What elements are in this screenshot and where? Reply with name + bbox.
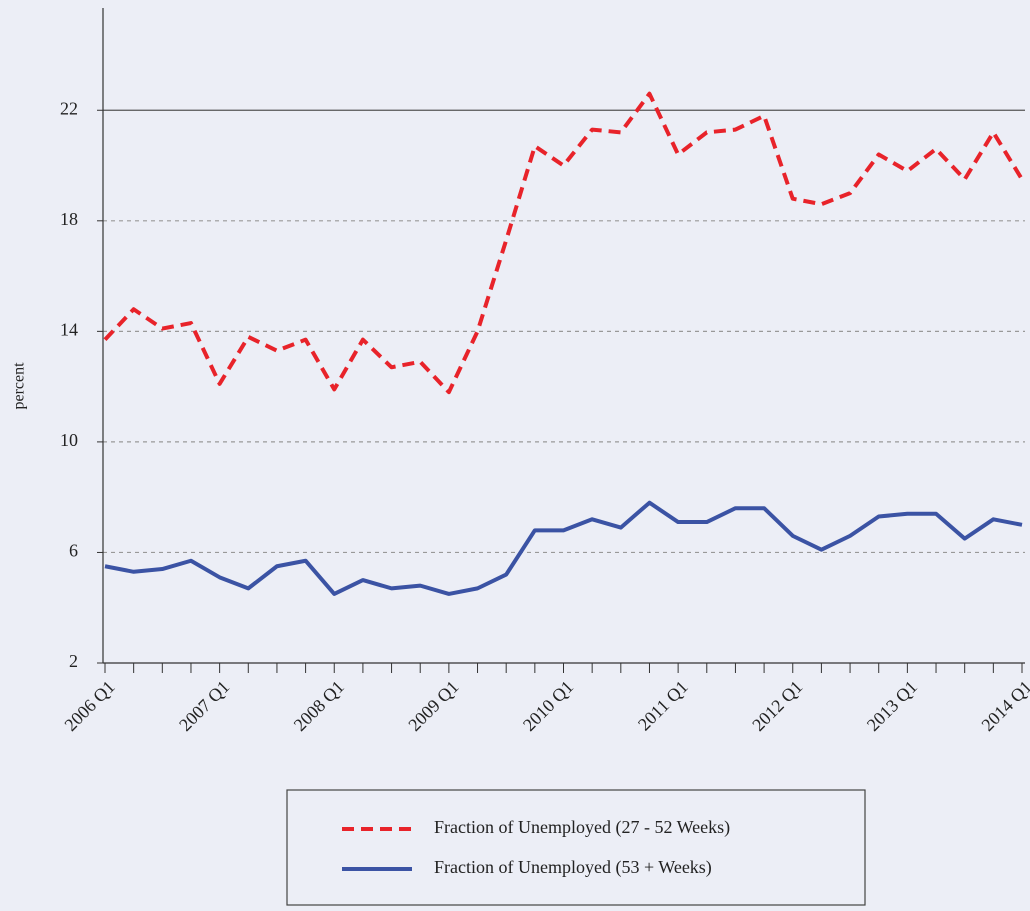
y-tick-label: 10 — [60, 430, 78, 450]
y-tick-label: 22 — [60, 98, 78, 118]
y-tick-label: 6 — [69, 541, 78, 561]
legend-label: Fraction of Unemployed (27 - 52 Weeks) — [434, 817, 730, 838]
y-axis-label: percent — [11, 362, 28, 410]
legend-label: Fraction of Unemployed (53 + Weeks) — [434, 857, 712, 878]
y-tick-label: 2 — [69, 651, 78, 671]
series-line — [103, 91, 1024, 395]
legend-box — [286, 789, 866, 906]
y-tick-label: 18 — [60, 209, 78, 229]
y-tick-label: 14 — [60, 319, 78, 339]
series-line — [104, 500, 1023, 596]
